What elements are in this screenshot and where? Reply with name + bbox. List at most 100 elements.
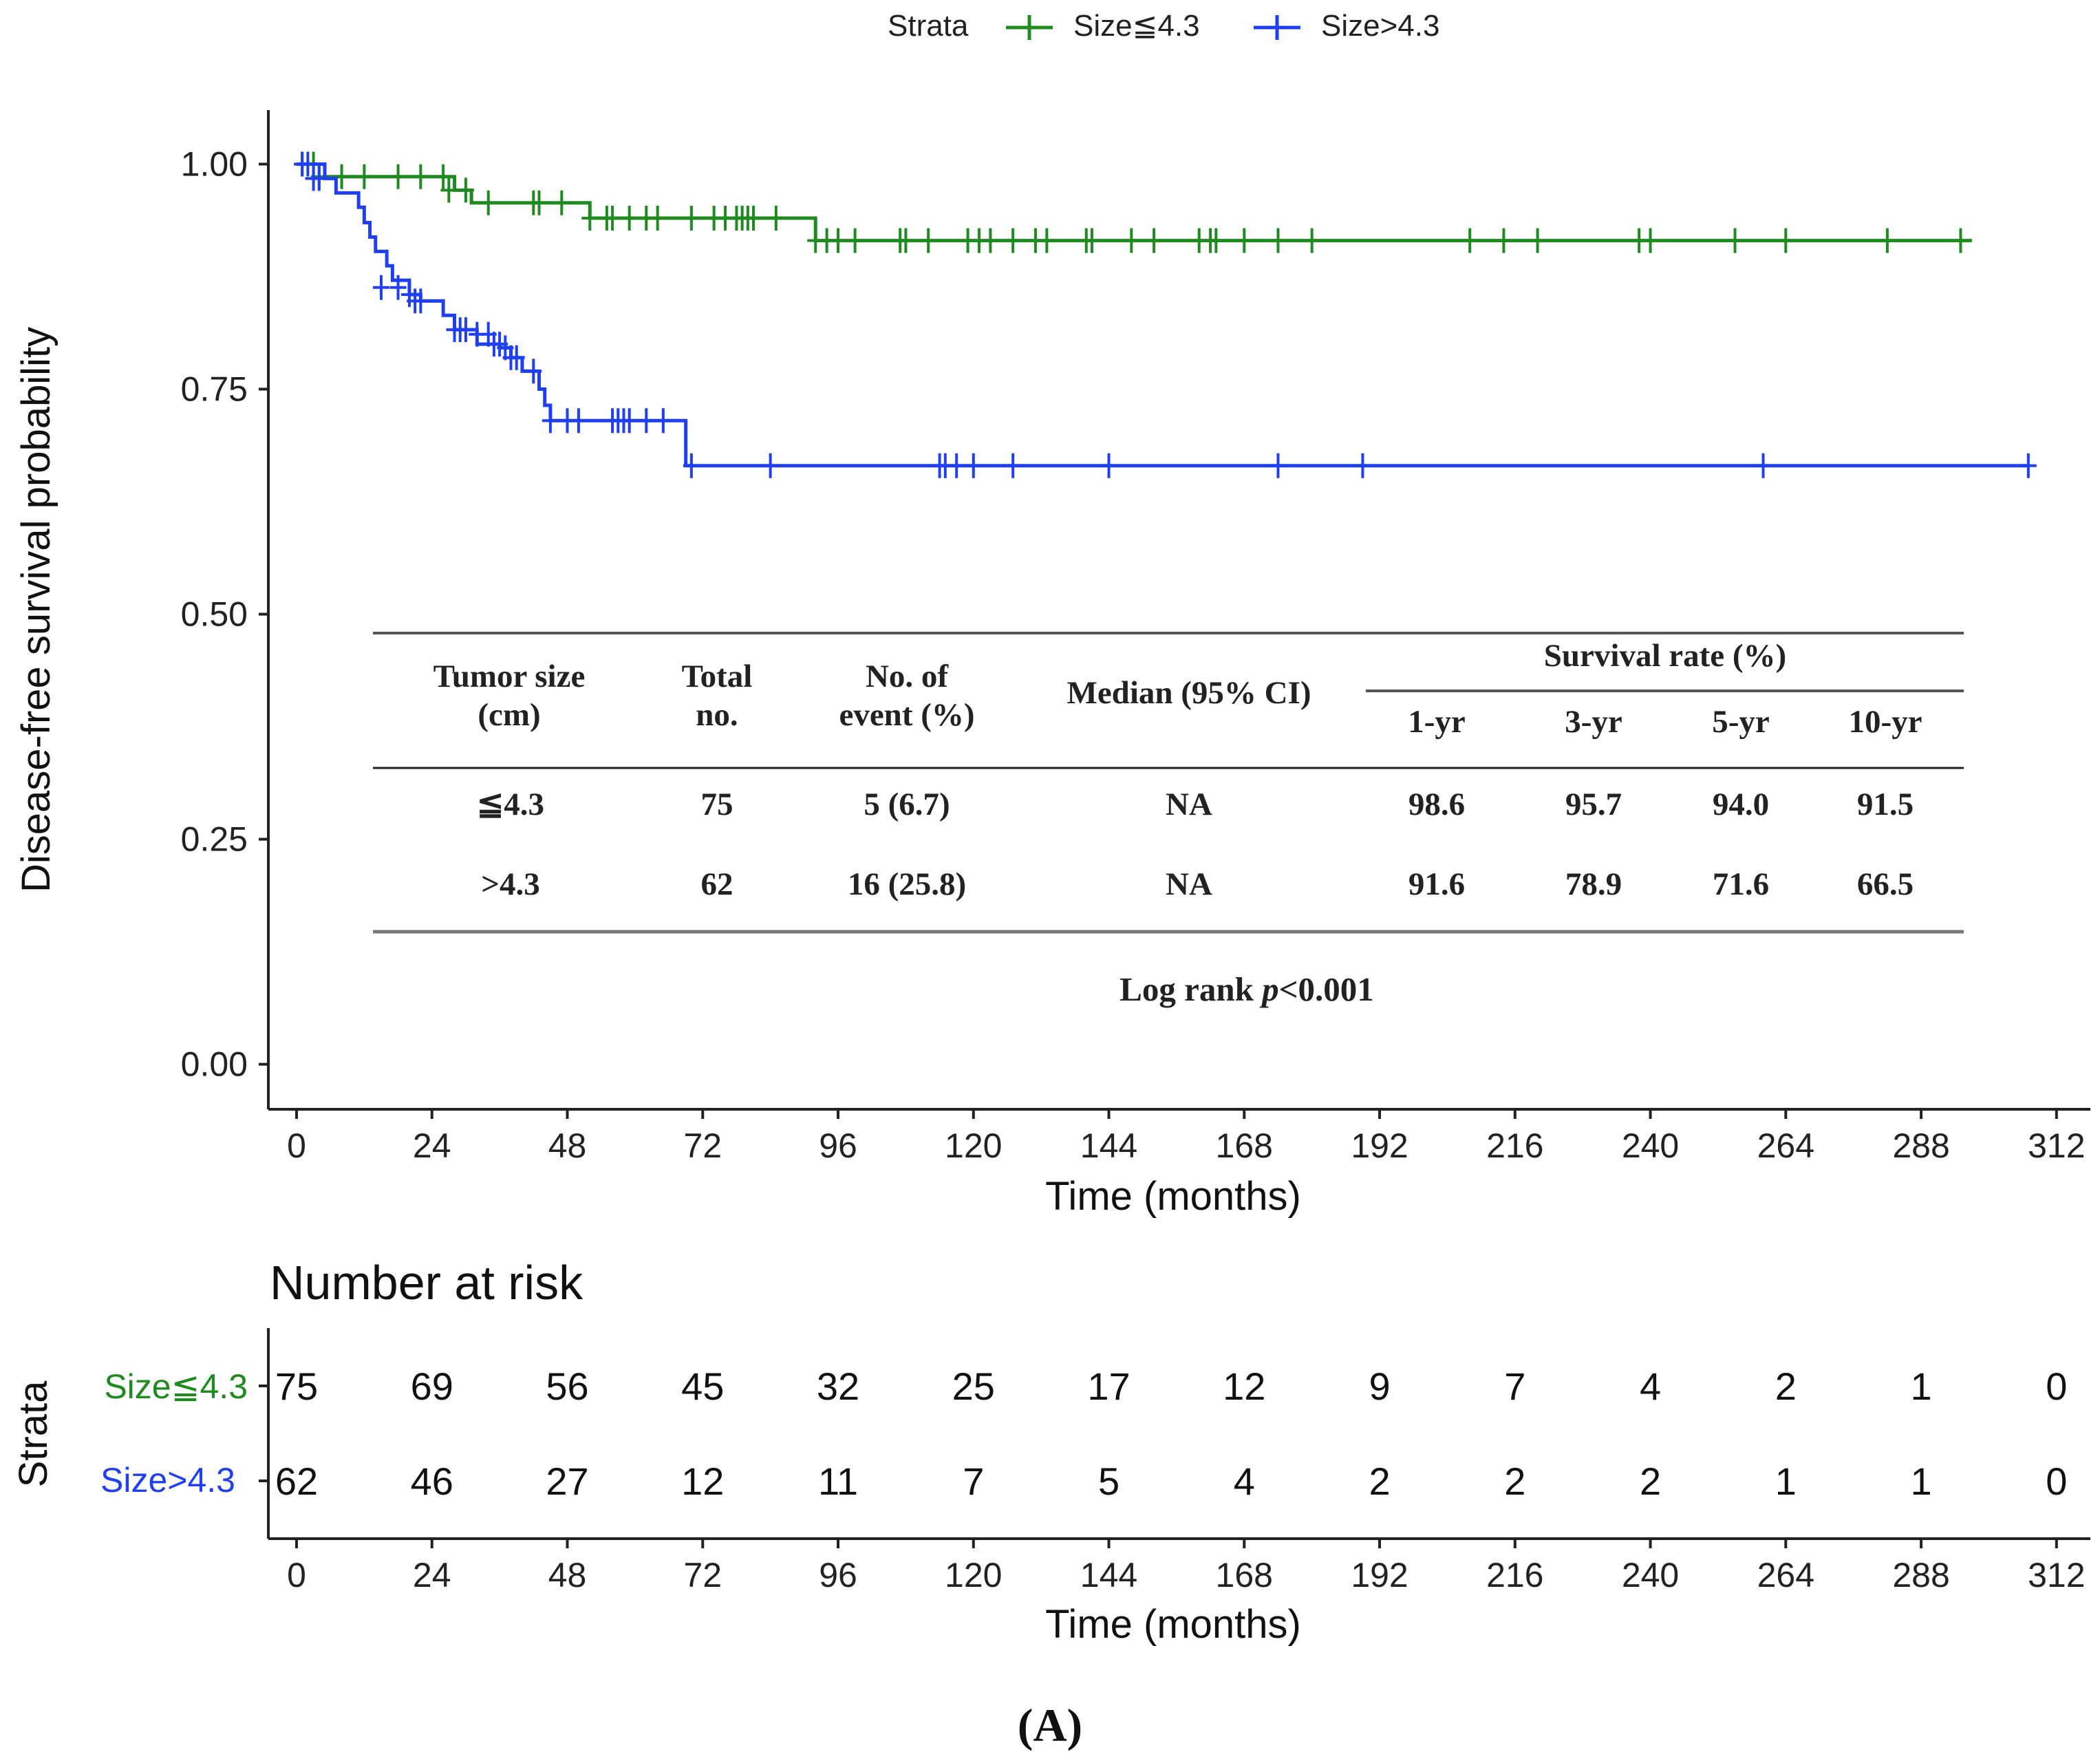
log-rank-text: Log rank p<0.001 [1119, 970, 1374, 1008]
y-ticks: 0.00 0.25 0.50 0.75 1.00 [181, 145, 268, 1084]
censor-mark [897, 228, 914, 253]
censor-mark [1878, 228, 1896, 253]
risk-row-label-size-le-4.3: Size≦4.3 [104, 1367, 248, 1406]
censor-mark [982, 228, 999, 253]
x-tick-label: 240 [1622, 1126, 1679, 1165]
x-ticks: 0 24 48 72 96 120 144 168 192 216 240 264 288 312 [287, 1109, 2086, 1165]
risk-value: 12 [681, 1460, 724, 1503]
survival-curves [294, 151, 2037, 478]
x-axis-label: Time (months) [1045, 1174, 1301, 1219]
x-tick-label: 120 [945, 1556, 1002, 1594]
x-tick-label: 72 [683, 1126, 722, 1165]
censor-mark [621, 408, 638, 434]
censor-mark [310, 166, 328, 191]
censor-mark [830, 228, 847, 253]
censor-mark [531, 190, 548, 215]
censor-mark [457, 178, 474, 203]
censor-mark [1269, 453, 1287, 478]
censor-mark [412, 164, 429, 189]
header-median: Median (95% CI) [1067, 675, 1311, 711]
risk-value: 2 [1775, 1365, 1797, 1408]
header-1yr: 1-yr [1408, 704, 1466, 740]
risk-value: 2 [1504, 1460, 1525, 1503]
censor-mark [412, 288, 429, 314]
x-tick-label: 144 [1080, 1126, 1137, 1165]
censor-mark [767, 205, 784, 231]
censor-mark [1303, 228, 1320, 253]
risk-value: 0 [2046, 1365, 2067, 1408]
summary-table: Tumor size (cm) Total no. No. of event (… [373, 632, 1964, 1008]
x-tick-label: 72 [683, 1556, 722, 1594]
row1-rate-10yr: 91.5 [1857, 787, 1914, 822]
row1-rate-3yr: 95.7 [1565, 787, 1622, 822]
header-events-pct: event (%) [839, 697, 974, 733]
censor-mark [1642, 228, 1659, 253]
row1-rate-5yr: 94.0 [1713, 787, 1769, 822]
censor-mark [570, 408, 587, 434]
x-tick-label: 192 [1351, 1556, 1408, 1594]
censor-mark [762, 453, 779, 478]
censor-mark [525, 359, 542, 384]
row1-size: ≦4.3 [477, 787, 544, 822]
risk-value: 75 [275, 1365, 318, 1408]
x-tick-label: 288 [1892, 1556, 1949, 1594]
risk-table-title: Number at risk [270, 1256, 583, 1310]
figure-label: (A) [1018, 1699, 1082, 1751]
censor-mark [299, 151, 317, 177]
legend: Strata Size≦4.3 Size>4.3 [888, 9, 1439, 43]
header-tumor-size-unit: (cm) [478, 697, 540, 733]
censor-mark [581, 205, 599, 231]
y-tick-label: 0.50 [181, 595, 248, 634]
legend-label-size-gt-4.3: Size>4.3 [1321, 9, 1439, 43]
row2-size: >4.3 [481, 866, 540, 902]
censor-mark [1005, 228, 1022, 253]
censor-mark [333, 164, 350, 189]
x-tick-label: 24 [413, 1556, 451, 1594]
x-tick-label: 192 [1351, 1126, 1408, 1165]
x-tick-label: 264 [1757, 1556, 1814, 1594]
risk-value: 2 [1640, 1460, 1661, 1503]
censor-mark [1952, 228, 1969, 253]
risk-value: 7 [963, 1460, 984, 1503]
censor-mark [480, 190, 497, 215]
row1-rate-1yr: 98.6 [1408, 787, 1465, 822]
risk-value: 69 [411, 1365, 453, 1408]
risk-value: 45 [681, 1365, 724, 1408]
censor-mark [1236, 228, 1253, 253]
risk-x-axis-label: Time (months) [1045, 1602, 1301, 1647]
y-tick-label: 0.25 [181, 820, 248, 859]
risk-row-label-size-gt-4.3: Size>4.3 [100, 1461, 235, 1499]
censor-mark [1269, 228, 1287, 253]
censor-mark [745, 205, 762, 231]
risk-value: 1 [1910, 1365, 1931, 1408]
header-tumor-size: Tumor size [433, 659, 586, 694]
censor-mark [920, 228, 937, 253]
x-tick-label: 0 [287, 1126, 306, 1165]
x-tick-label: 312 [2028, 1126, 2085, 1165]
risk-values: 75 69 56 45 32 25 17 12 9 7 4 2 1 062 46 27 12 11 7 5 4 2 2 2 1 1… [275, 1365, 2068, 1503]
x-tick-label: 24 [413, 1126, 451, 1165]
censor-mark [621, 205, 638, 231]
x-tick-label: 0 [287, 1556, 306, 1594]
risk-table: Number at risk Strata Size≦4.3 Size>4.3 … [11, 1256, 2090, 1647]
legend-title: Strata [888, 9, 969, 43]
censor-mark [1726, 228, 1744, 253]
censor-mark [1100, 453, 1117, 478]
censor-mark [508, 345, 525, 370]
risk-value: 4 [1640, 1365, 1661, 1408]
risk-value: 7 [1504, 1365, 1525, 1408]
x-tick-label: 264 [1757, 1126, 1814, 1165]
censor-mark [1123, 228, 1140, 253]
header-10yr: 10-yr [1848, 704, 1922, 740]
risk-value: 32 [817, 1365, 859, 1408]
censor-mark [654, 408, 672, 434]
censor-mark [1354, 453, 1371, 478]
risk-value: 0 [2046, 1460, 2067, 1503]
row2-rate-1yr: 91.6 [1408, 866, 1465, 902]
x-tick-label: 216 [1486, 1126, 1543, 1165]
censor-mark [948, 453, 965, 478]
header-5yr: 5-yr [1712, 704, 1770, 740]
header-events: No. of [866, 659, 949, 694]
plot-area: 0.00 0.25 0.50 0.75 1.00 0 24 48 72 96 120 144 168 1… [14, 110, 2090, 1219]
